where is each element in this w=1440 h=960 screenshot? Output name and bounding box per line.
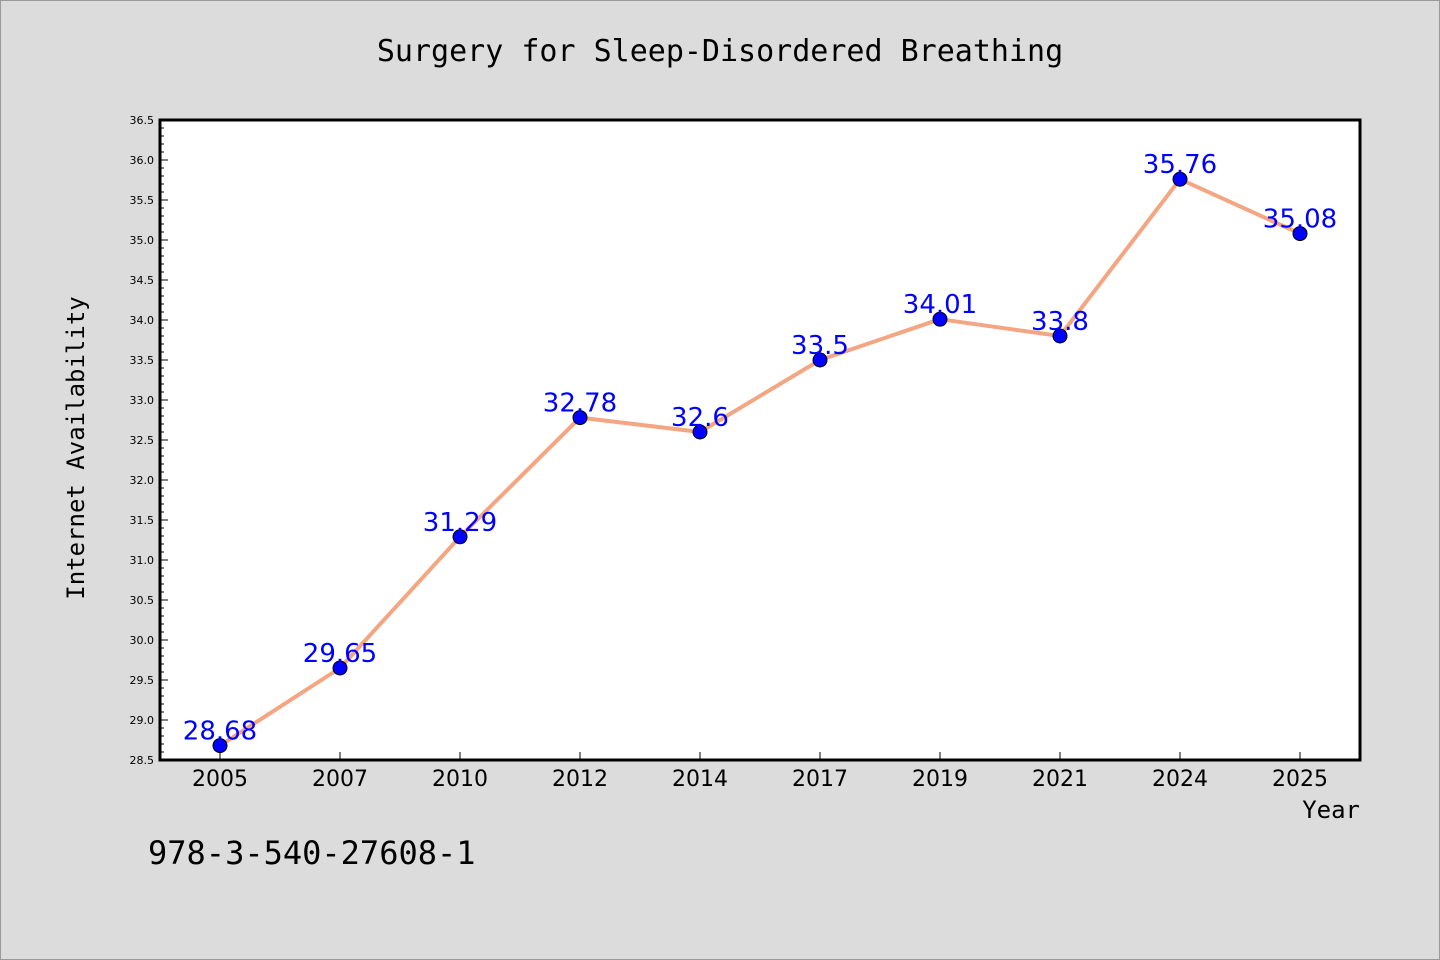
y-tick-label: 34.5 xyxy=(130,274,155,287)
data-label: 32.6 xyxy=(671,403,729,433)
data-label: 31.29 xyxy=(423,508,497,538)
x-tick-label: 2025 xyxy=(1272,767,1328,792)
y-tick-label: 33.0 xyxy=(130,394,155,407)
y-tick-label: 31.5 xyxy=(130,514,155,527)
data-point-marker xyxy=(332,660,348,676)
x-tick-label: 2005 xyxy=(192,767,248,792)
data-label: 34.01 xyxy=(903,290,977,320)
y-tick-label: 33.5 xyxy=(130,354,155,367)
data-label: 35.76 xyxy=(1143,150,1217,180)
data-label: 35.08 xyxy=(1263,205,1337,235)
y-axis-label: Internet Availability xyxy=(62,296,90,600)
footer-id-text: 978-3-540-27608-1 xyxy=(148,834,476,872)
data-label: 33.8 xyxy=(1031,307,1089,337)
x-axis-label: Year xyxy=(1302,796,1360,824)
y-axis-ticks: 28.5 29.0 29.5 30.0 30.5 31.0 31.5 32.0 32.5 33.0… xyxy=(130,114,168,767)
y-tick-label: 30.0 xyxy=(130,634,155,647)
data-point-marker xyxy=(812,352,828,368)
x-tick-label: 2019 xyxy=(912,767,968,792)
data-point-marker xyxy=(572,410,588,426)
y-tick-label: 29.5 xyxy=(130,674,155,687)
data-point-marker xyxy=(212,738,228,754)
data-point-marker xyxy=(692,424,708,440)
series-layer xyxy=(212,171,1308,754)
x-tick-label: 2012 xyxy=(552,767,608,792)
y-tick-label: 28.5 xyxy=(130,754,155,767)
y-tick-label: 32.5 xyxy=(130,434,155,447)
data-point-marker xyxy=(932,311,948,327)
data-point-marker xyxy=(452,529,468,545)
data-point-marker xyxy=(1172,171,1188,187)
y-tick-label: 36.0 xyxy=(130,154,155,167)
x-axis-ticks: 2005 2007 2010 2012 2014 2017 2019 2021 2024 2025 xyxy=(192,752,1328,792)
x-tick-label: 2024 xyxy=(1152,767,1208,792)
data-labels-layer: 28.68 29.65 31.29 32.78 32.6 33.5 34.01 33.8 35.… xyxy=(183,150,1337,746)
x-tick-label: 2007 xyxy=(312,767,368,792)
x-tick-label: 2014 xyxy=(672,767,728,792)
data-label: 28.68 xyxy=(183,717,257,747)
y-tick-label: 35.0 xyxy=(130,234,155,247)
y-tick-label: 34.0 xyxy=(130,314,155,327)
x-tick-label: 2017 xyxy=(792,767,848,792)
y-tick-label: 31.0 xyxy=(130,554,155,567)
y-tick-label: 30.5 xyxy=(130,594,155,607)
data-label: 29.65 xyxy=(303,639,377,669)
chart-title: Surgery for Sleep-Disordered Breathing xyxy=(376,34,1064,69)
data-point-marker xyxy=(1292,226,1308,242)
plot-area xyxy=(158,118,1362,762)
x-tick-label: 2010 xyxy=(432,767,488,792)
y-tick-label: 32.0 xyxy=(130,474,155,487)
data-label: 33.5 xyxy=(791,331,849,361)
y-tick-label: 36.5 xyxy=(130,114,155,127)
x-tick-label: 2021 xyxy=(1032,767,1088,792)
data-point-marker xyxy=(1052,328,1068,344)
series-line xyxy=(218,177,1302,748)
y-tick-label: 35.5 xyxy=(130,194,155,207)
y-tick-label: 29.0 xyxy=(130,714,155,727)
data-label: 32.78 xyxy=(543,389,617,419)
